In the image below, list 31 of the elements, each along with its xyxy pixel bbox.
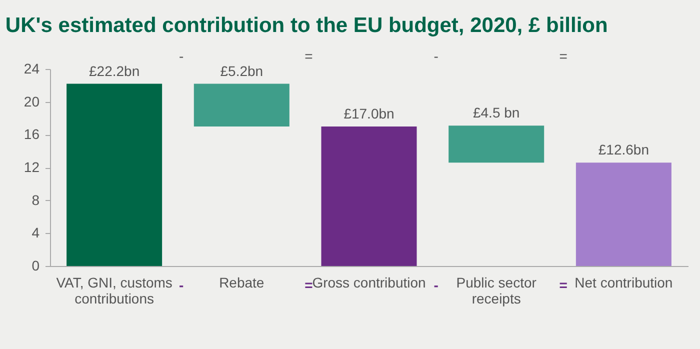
text: = (304, 48, 313, 64)
text: = (559, 48, 568, 64)
x-tick-label: Rebate (219, 274, 264, 290)
bar (66, 84, 162, 266)
x-tick-label: Public sector receipts (456, 274, 537, 306)
y-tick-label: 20 (24, 93, 40, 110)
text: = (304, 277, 313, 293)
y-tick-label: 16 (24, 126, 40, 142)
data-label: £5.2bn (220, 62, 264, 79)
data-label: £17.0bn (344, 105, 394, 122)
text: = (559, 277, 568, 293)
chart-title: UK's estimated contribution to the EU budget, 2020, £ billion (5, 14, 608, 37)
text: - (178, 277, 184, 293)
x-tick-label: VAT, GNI, customs contributions (56, 274, 172, 306)
y-tick-label: 4 (32, 224, 40, 241)
bar (321, 126, 417, 266)
x-tick-label: Net contribution (574, 274, 673, 290)
y-tick-label: 8 (32, 192, 40, 208)
text: - (434, 48, 439, 64)
data-label: £12.6bn (598, 142, 649, 158)
bar (448, 126, 544, 163)
y-tick-label: 12 (24, 159, 40, 175)
text: - (434, 277, 439, 293)
y-tick-label: 0 (32, 258, 40, 274)
data-label: £4.5 bn (472, 104, 520, 121)
bar (576, 162, 672, 266)
text: - (178, 48, 184, 64)
y-tick-label: 24 (24, 60, 40, 76)
x-tick-label: Gross contribution (312, 274, 426, 290)
bar (194, 84, 290, 126)
data-label: £22.2bn (89, 62, 140, 79)
